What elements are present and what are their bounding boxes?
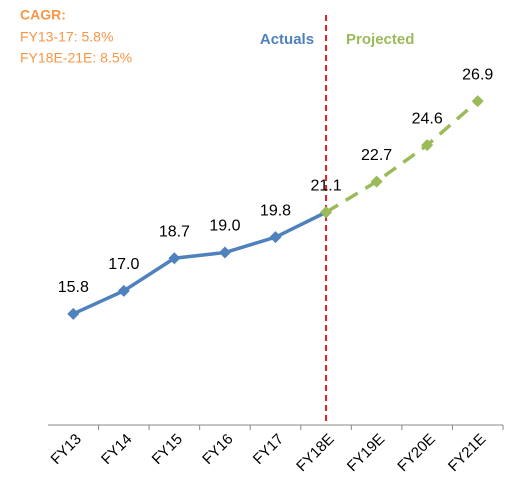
series-line — [72, 210, 327, 316]
data-label: 19.8 — [260, 202, 291, 219]
marker — [117, 284, 130, 297]
marker — [269, 231, 282, 244]
x-tick-label: FY14 — [98, 431, 135, 468]
x-tick-label: FY18E — [293, 431, 337, 475]
marker — [370, 175, 383, 188]
annotation-title: CAGR: — [20, 7, 66, 23]
x-tick-label: FY15 — [149, 431, 186, 468]
marker — [218, 246, 231, 259]
x-tick-label: FY19E — [344, 431, 388, 475]
marker — [471, 95, 484, 108]
legend-label: Actuals — [260, 31, 314, 48]
data-label: 15.8 — [58, 279, 89, 296]
data-label: 18.7 — [159, 223, 190, 240]
x-tick-label: FY21E — [445, 431, 489, 475]
marker — [168, 252, 181, 265]
series-line — [325, 99, 479, 214]
data-label: 26.9 — [462, 66, 493, 83]
annotation-line: FY13-17: 5.8% — [20, 29, 113, 45]
data-label: 22.7 — [361, 147, 392, 164]
x-tick-label: FY20E — [394, 431, 438, 475]
data-label: 17.0 — [108, 256, 139, 273]
data-label: 19.0 — [209, 218, 240, 235]
marker — [421, 139, 434, 152]
data-label: 21.1 — [310, 177, 341, 194]
marker — [320, 206, 333, 219]
annotation-line: FY18E-21E: 8.5% — [20, 50, 132, 66]
legend-label: Projected — [346, 31, 414, 48]
data-label: 24.6 — [412, 110, 443, 127]
x-tick-label: FY16 — [199, 431, 236, 468]
marker — [67, 307, 80, 320]
x-tick-label: FY13 — [48, 431, 85, 468]
x-tick-label: FY17 — [250, 431, 287, 468]
